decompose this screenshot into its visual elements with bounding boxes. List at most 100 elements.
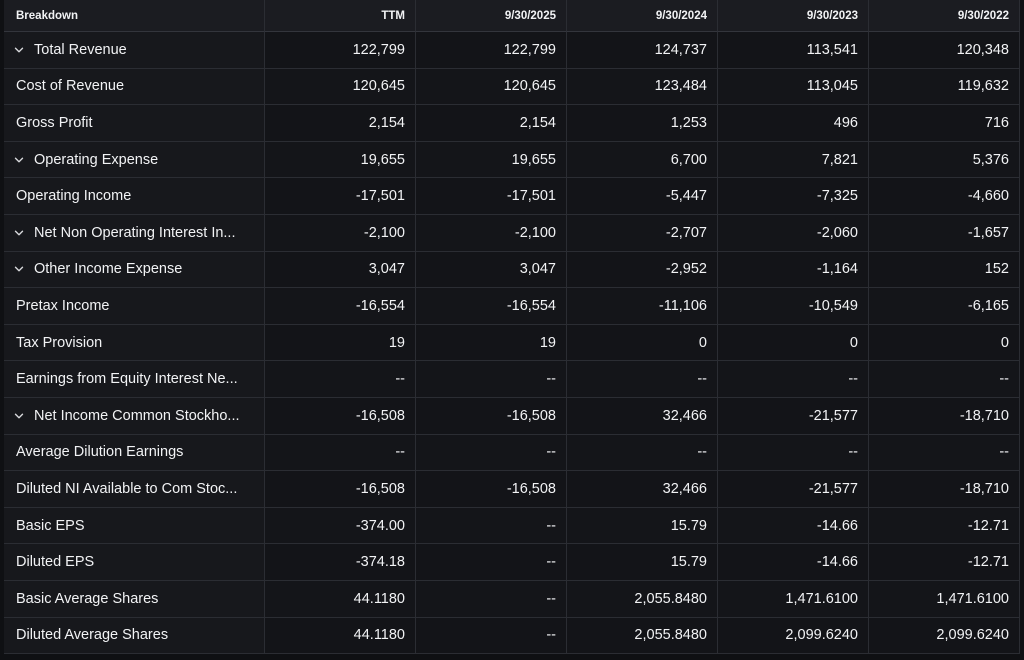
chevron-down-icon[interactable] — [14, 411, 28, 421]
table-cell: 15.79 — [567, 544, 718, 581]
table-cell: -- — [869, 361, 1020, 398]
table-row: Cost of Revenue 120,645 120,645 123,484 113,… — [4, 68, 1024, 106]
table-cell: 120,645 — [265, 68, 416, 106]
table-cell: 32,466 — [567, 471, 718, 508]
row-label[interactable]: Operating Expense — [4, 141, 265, 179]
table-cell: 496 — [718, 105, 869, 142]
table-row: Average Dilution Earnings -- -- -- -- -- — [4, 434, 1024, 472]
row-label-text: Basic EPS — [16, 517, 85, 534]
chevron-down-icon[interactable] — [14, 45, 28, 55]
table-cell: -16,554 — [416, 288, 567, 325]
chevron-down-icon[interactable] — [14, 264, 28, 274]
table-cell: -- — [869, 434, 1020, 472]
row-label-text: Total Revenue — [34, 41, 127, 58]
chevron-down-icon[interactable] — [14, 155, 28, 165]
table-row[interactable]: Net Non Operating Interest In... -2,100 -2… — [4, 214, 1024, 252]
row-label-text: Net Non Operating Interest In... — [34, 224, 236, 241]
table-cell: -2,100 — [416, 214, 567, 252]
row-label-text: Earnings from Equity Interest Ne... — [16, 371, 238, 388]
table-cell: 123,484 — [567, 68, 718, 106]
table-cell: 1,471.6100 — [718, 580, 869, 618]
table-cell: 2,099.6240 — [718, 617, 869, 655]
table-cell: -5,447 — [567, 178, 718, 215]
row-label-text: Pretax Income — [16, 297, 110, 314]
column-header-2022[interactable]: 9/30/2022 — [869, 0, 1020, 32]
table-cell: 113,045 — [718, 68, 869, 106]
table-row: Operating Income -17,501 -17,501 -5,447 -7,3… — [4, 178, 1024, 215]
table-cell: 1,471.6100 — [869, 580, 1020, 618]
table-cell: 7,821 — [718, 141, 869, 179]
table-cell: -10,549 — [718, 288, 869, 325]
table-header-row: Breakdown TTM 9/30/2025 9/30/2024 9/30/2… — [4, 0, 1024, 32]
table-row: Diluted Average Shares 44.1180 -- 2,055.848… — [4, 617, 1024, 655]
row-label-text: Diluted Average Shares — [16, 627, 169, 644]
table-row[interactable]: Other Income Expense 3,047 3,047 -2,952 -1,1… — [4, 251, 1024, 289]
table-cell: -- — [567, 434, 718, 472]
table-cell: -21,577 — [718, 471, 869, 508]
table-row[interactable]: Operating Expense 19,655 19,655 6,700 7,821 5… — [4, 141, 1024, 179]
table-cell: -14.66 — [718, 544, 869, 581]
row-label: Pretax Income — [4, 288, 265, 325]
table-cell: 19,655 — [416, 141, 567, 179]
row-label: Diluted EPS — [4, 544, 265, 581]
table-cell: 119,632 — [869, 68, 1020, 106]
table-cell: 19 — [416, 324, 567, 362]
table-cell: -17,501 — [416, 178, 567, 215]
table-cell: 0 — [567, 324, 718, 362]
table-cell: 2,055.8480 — [567, 580, 718, 618]
table-cell: 124,737 — [567, 32, 718, 69]
table-cell: 0 — [718, 324, 869, 362]
table-cell: 32,466 — [567, 397, 718, 435]
breakdown-header: Breakdown — [4, 0, 265, 32]
row-label: Operating Income — [4, 178, 265, 215]
row-label[interactable]: Other Income Expense — [4, 251, 265, 289]
row-label: Tax Provision — [4, 324, 265, 362]
table-cell: -- — [567, 361, 718, 398]
table-cell: -1,164 — [718, 251, 869, 289]
chevron-down-icon[interactable] — [14, 228, 28, 238]
table-cell: -17,501 — [265, 178, 416, 215]
table-body: Total Revenue 122,799 122,799 124,737 113,54… — [4, 32, 1024, 655]
table-cell: -2,952 — [567, 251, 718, 289]
table-cell: 44.1180 — [265, 617, 416, 655]
table-cell: -- — [416, 580, 567, 618]
table-row: Pretax Income -16,554 -16,554 -11,106 -10,54… — [4, 288, 1024, 325]
table-cell: 2,099.6240 — [869, 617, 1020, 655]
column-header-2023[interactable]: 9/30/2023 — [718, 0, 869, 32]
table-cell: 6,700 — [567, 141, 718, 179]
column-header-2025[interactable]: 9/30/2025 — [416, 0, 567, 32]
table-cell: -374.18 — [265, 544, 416, 581]
row-label-text: Diluted NI Available to Com Stoc... — [16, 480, 238, 497]
row-label[interactable]: Total Revenue — [4, 32, 265, 69]
row-label: Basic Average Shares — [4, 580, 265, 618]
table-cell: -6,165 — [869, 288, 1020, 325]
table-cell: -16,508 — [416, 397, 567, 435]
table-row: Tax Provision 19 19 0 0 0 — [4, 324, 1024, 362]
table-cell: -14.66 — [718, 507, 869, 545]
row-label-text: Cost of Revenue — [16, 78, 125, 95]
row-label[interactable]: Net Non Operating Interest In... — [4, 214, 265, 252]
table-cell: -12.71 — [869, 507, 1020, 545]
table-cell: -- — [718, 434, 869, 472]
table-cell: 3,047 — [265, 251, 416, 289]
column-header-ttm[interactable]: TTM — [265, 0, 416, 32]
table-cell: -11,106 — [567, 288, 718, 325]
table-row[interactable]: Total Revenue 122,799 122,799 124,737 113,54… — [4, 32, 1024, 69]
column-header-2024[interactable]: 9/30/2024 — [567, 0, 718, 32]
table-cell: 2,154 — [416, 105, 567, 142]
table-cell: 3,047 — [416, 251, 567, 289]
row-label-text: Basic Average Shares — [16, 590, 159, 607]
table-cell: 2,154 — [265, 105, 416, 142]
table-cell: 0 — [869, 324, 1020, 362]
table-row[interactable]: Net Income Common Stockho... -16,508 -16,5… — [4, 397, 1024, 435]
table-cell: -- — [416, 434, 567, 472]
table-cell: 1,253 — [567, 105, 718, 142]
table-cell: 5,376 — [869, 141, 1020, 179]
row-label[interactable]: Net Income Common Stockho... — [4, 397, 265, 435]
table-cell: -- — [416, 617, 567, 655]
row-label-text: Operating Income — [16, 188, 132, 205]
row-label: Average Dilution Earnings — [4, 434, 265, 472]
row-label-text: Diluted EPS — [16, 554, 95, 571]
row-label-text: Gross Profit — [16, 114, 93, 131]
row-label: Gross Profit — [4, 105, 265, 142]
